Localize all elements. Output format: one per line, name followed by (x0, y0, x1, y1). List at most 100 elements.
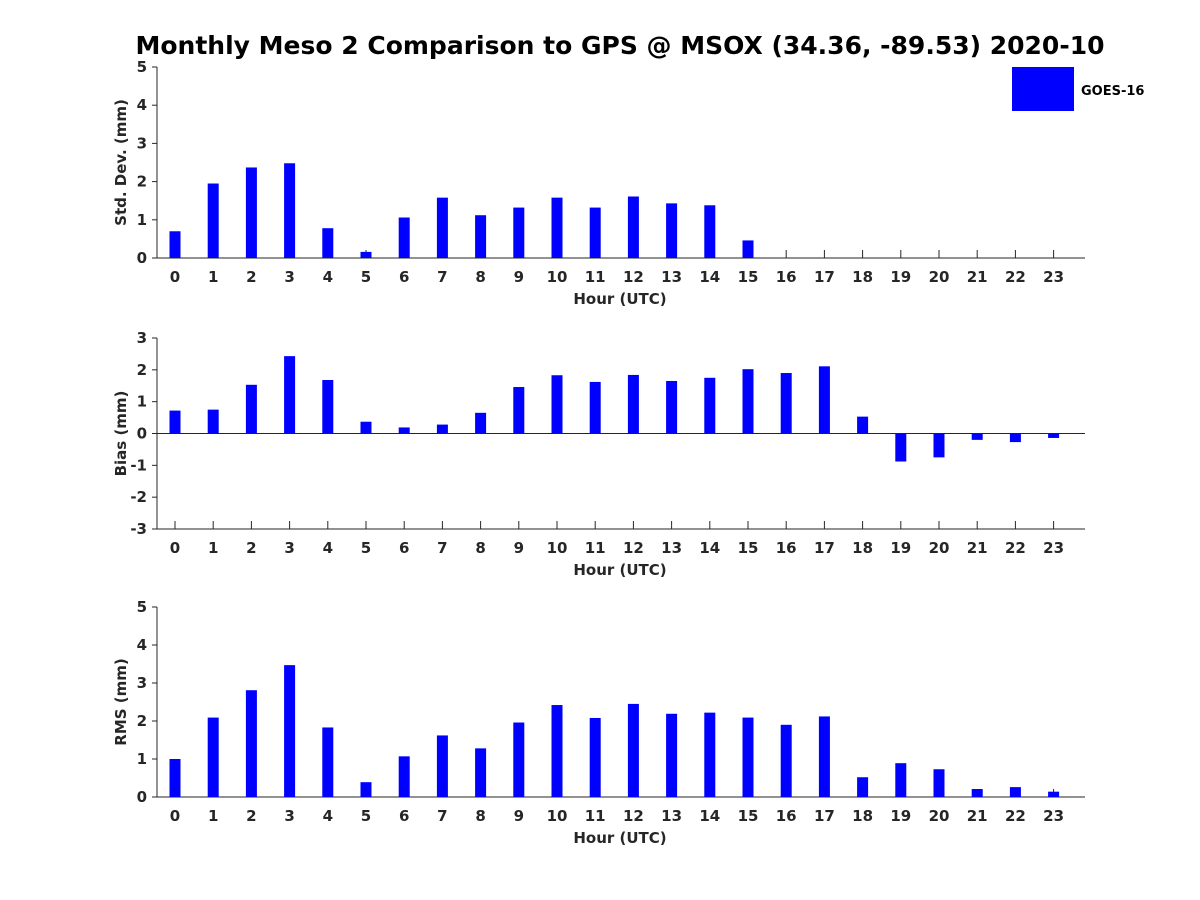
bias-bar-5 (360, 421, 372, 434)
bias-x-tick-label: 18 (852, 539, 873, 557)
bias-x-tick-label: 11 (585, 539, 606, 557)
bias-x-tick-label: 0 (170, 539, 180, 557)
bias-bar-10 (551, 375, 563, 434)
rms-x-tick-label: 14 (699, 807, 720, 825)
bias-x-tick-label: 21 (967, 539, 988, 557)
std-dev-x-tick-label: 20 (929, 268, 950, 286)
std-dev-x-tick-label: 19 (890, 268, 911, 286)
bias-x-tick-label: 23 (1043, 539, 1064, 557)
std-dev-x-tick-label: 23 (1043, 268, 1064, 286)
bias-y-tick-label: -1 (130, 456, 147, 474)
std-dev-x-tick-label: 22 (1005, 268, 1026, 286)
bias-x-tick-label: 16 (776, 539, 797, 557)
bias-bar-17 (818, 366, 830, 434)
rms-x-tick-label: 8 (475, 807, 485, 825)
bias-bar-23 (1048, 433, 1060, 438)
rms-x-tick-label: 11 (585, 807, 606, 825)
bias-bar-8 (475, 412, 487, 434)
bias-x-tick-label: 20 (929, 539, 950, 557)
bias-x-tick-label: 14 (699, 539, 720, 557)
bias-bar-13 (666, 380, 678, 434)
rms-bar-16 (780, 724, 792, 797)
bias-y-tick-label: 3 (137, 329, 147, 347)
std-dev-x-tick-label: 13 (661, 268, 682, 286)
bias-bar-18 (857, 416, 869, 434)
rms-x-tick-label: 15 (738, 807, 759, 825)
std-dev-bar-6 (398, 217, 410, 258)
rms-y-label: RMS (mm) (112, 658, 130, 745)
std-dev-x-tick-label: 5 (361, 268, 371, 286)
std-dev-bar-9 (513, 207, 525, 258)
rms-x-tick-label: 22 (1005, 807, 1026, 825)
rms-x-tick-label: 5 (361, 807, 371, 825)
std-dev-y-tick-label: 4 (137, 96, 147, 114)
std-dev-x-tick-label: 17 (814, 268, 835, 286)
bias-bar-11 (589, 381, 601, 434)
std-dev-x-tick-label: 16 (776, 268, 797, 286)
legend-label-goes-16: GOES-16 (1081, 84, 1144, 99)
rms-bar-2 (245, 690, 257, 797)
rms-x-tick-label: 12 (623, 807, 644, 825)
bias-bar-3 (284, 356, 296, 434)
std-dev-y-tick-label: 3 (137, 134, 147, 152)
rms-x-tick-label: 21 (967, 807, 988, 825)
chart-title: Monthly Meso 2 Comparison to GPS @ MSOX … (136, 31, 1105, 60)
rms-x-tick-label: 17 (814, 807, 835, 825)
bias-bar-12 (627, 374, 639, 434)
bias-x-tick-label: 3 (284, 539, 294, 557)
std-dev-bar-14 (704, 205, 716, 258)
std-dev-y-tick-label: 1 (137, 211, 147, 229)
std-dev-x-tick-label: 2 (246, 268, 256, 286)
rms-x-tick-label: 18 (852, 807, 873, 825)
rms-x-tick-label: 13 (661, 807, 682, 825)
rms-x-tick-label: 19 (890, 807, 911, 825)
std-dev-bar-8 (475, 215, 487, 258)
rms-x-label: Hour (UTC) (573, 829, 666, 847)
bias-x-tick-label: 22 (1005, 539, 1026, 557)
bias-bar-16 (780, 373, 792, 434)
std-dev-bar-2 (245, 167, 257, 258)
bias-bar-7 (436, 424, 448, 434)
rms-y-tick-label: 0 (137, 788, 147, 806)
rms-bar-5 (360, 782, 372, 797)
rms-bar-0 (169, 759, 181, 797)
rms-bar-4 (322, 727, 334, 797)
rms-y-tick-label: 4 (137, 636, 147, 654)
std-dev-x-tick-label: 12 (623, 268, 644, 286)
bias-y-tick-label: 1 (137, 393, 147, 411)
bias-x-tick-label: 5 (361, 539, 371, 557)
rms-x-tick-label: 1 (208, 807, 218, 825)
std-dev-bar-10 (551, 197, 563, 258)
rms-bar-18 (857, 777, 869, 797)
rms-x-tick-label: 2 (246, 807, 256, 825)
rms-x-tick-label: 6 (399, 807, 409, 825)
bias-x-tick-label: 6 (399, 539, 409, 557)
rms-x-tick-label: 20 (929, 807, 950, 825)
std-dev-bar-5 (360, 251, 372, 258)
rms-y-tick-label: 5 (137, 598, 147, 616)
std-dev-x-tick-label: 6 (399, 268, 409, 286)
bias-x-tick-label: 12 (623, 539, 644, 557)
rms-y-tick-label: 1 (137, 750, 147, 768)
rms-x-tick-label: 3 (284, 807, 294, 825)
std-dev-bar-4 (322, 228, 334, 258)
rms-y-tick-label: 3 (137, 674, 147, 692)
bias-y-label: Bias (mm) (112, 391, 130, 477)
rms-x-tick-label: 16 (776, 807, 797, 825)
bias-bar-2 (245, 384, 257, 434)
bias-x-tick-label: 17 (814, 539, 835, 557)
bias-x-tick-label: 13 (661, 539, 682, 557)
rms-x-tick-label: 4 (323, 807, 333, 825)
std-dev-x-tick-label: 8 (475, 268, 485, 286)
bias-bar-20 (933, 433, 945, 458)
bias-bar-6 (398, 427, 410, 434)
std-dev-y-label: Std. Dev. (mm) (112, 99, 130, 226)
bias-y-tick-label: -3 (130, 520, 147, 538)
std-dev-x-tick-label: 18 (852, 268, 873, 286)
bias-x-tick-label: 7 (437, 539, 447, 557)
legend-swatch-goes-16 (1012, 67, 1074, 111)
rms-x-tick-label: 23 (1043, 807, 1064, 825)
rms-x-tick-label: 10 (547, 807, 568, 825)
